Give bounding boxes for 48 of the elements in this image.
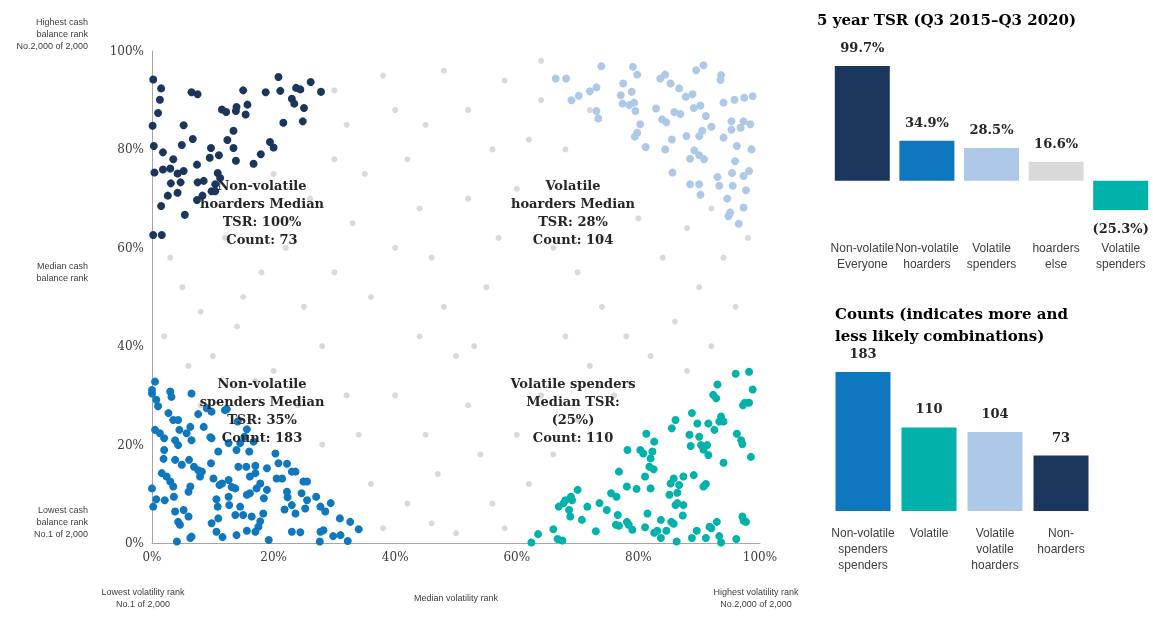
data-label: 34.9%: [904, 114, 950, 130]
y-tick-label: 80%: [117, 142, 144, 157]
x-tick-label: Non-volatile hoarders: [895, 241, 959, 271]
bar: [835, 372, 891, 511]
x-tick-label: 60%: [503, 550, 531, 564]
data-label: (25.3%): [1092, 221, 1149, 236]
x-tick-label: Volatile spenders: [966, 241, 1017, 271]
text: Lowest volatility rank No.1 of 2,000: [101, 587, 186, 609]
x-tick-label: 20%: [260, 550, 287, 564]
y-tick-label: 40%: [117, 339, 144, 354]
bar: [834, 66, 890, 181]
x-tick-label: 100%: [742, 550, 778, 564]
annotation: Non-volatile hoarders Median TSR: 100% Count: 73: [199, 177, 325, 247]
x-tick-label: Volatile: [909, 526, 949, 540]
text: Median cash balance rank: [36, 261, 89, 283]
x-tick-label: 80%: [625, 550, 652, 564]
bar: [1028, 161, 1084, 181]
data-label: 110: [915, 401, 943, 417]
text: Highest volatility rank No.2,000 of 2,000: [713, 587, 800, 609]
y-tick-label: 20%: [117, 437, 144, 452]
data-label: 104: [981, 406, 1009, 422]
annotation: Volatile hoarders Median TSR: 28% Count: 104: [510, 177, 636, 247]
data-label: 183: [849, 346, 877, 361]
x-tick-label: Non-volatile spenders spenders: [831, 526, 895, 572]
chart-title: 5 year TSR (Q3 2015–Q3 2020): [817, 11, 1077, 29]
x-tick-label: hoarders else: [1032, 241, 1080, 271]
x-tick-label: 40%: [381, 550, 409, 564]
text: Median volatility rank: [413, 593, 499, 603]
x-tick-label: Volatile volatile hoarders: [971, 526, 1019, 572]
text: Highest cash balance rank No.2,000 of 2,000: [16, 17, 89, 51]
data-label: 28.5%: [969, 122, 1015, 138]
bar: [901, 427, 957, 511]
data-label: 99.7%: [840, 40, 885, 55]
x-tick-label: 0%: [142, 550, 162, 564]
x-tick-label: Volatile spenders: [1096, 241, 1146, 271]
bar: [899, 140, 955, 181]
annotation: Volatile spenders Median TSR: (25%) Count: 110: [509, 375, 636, 445]
y-tick-label: 100%: [109, 44, 144, 58]
x-tick-label: Non-volatile Everyone: [830, 241, 895, 271]
data-label: 16.6%: [1034, 135, 1079, 151]
bar: [967, 432, 1023, 511]
data-label: 73: [1051, 429, 1071, 445]
text: Lowest cash balance rank No.1 of 2,000: [33, 505, 89, 539]
bar: [964, 148, 1019, 181]
x-tick-label: Non- hoarders: [1037, 526, 1085, 556]
chart-title: Counts (indicates more and less likely combinations): [835, 305, 1069, 345]
bar: [1093, 180, 1149, 210]
bar: [1033, 455, 1089, 511]
